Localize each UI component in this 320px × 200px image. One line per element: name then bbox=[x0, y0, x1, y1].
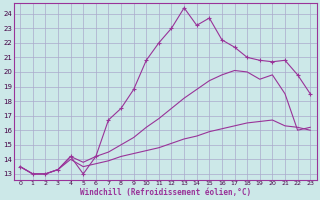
X-axis label: Windchill (Refroidissement éolien,°C): Windchill (Refroidissement éolien,°C) bbox=[80, 188, 251, 197]
